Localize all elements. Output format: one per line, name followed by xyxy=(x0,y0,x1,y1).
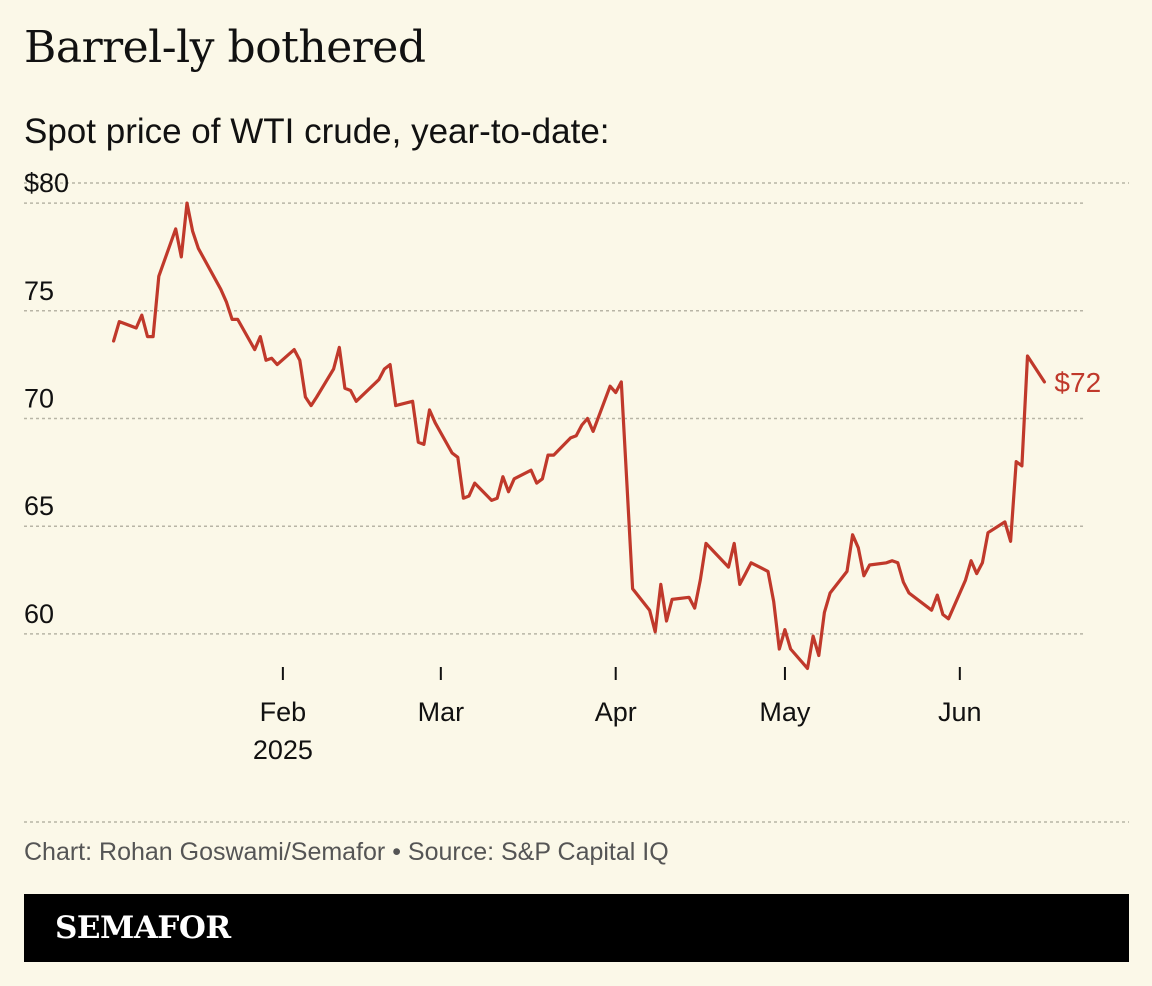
source-credit: Chart: Rohan Goswami/Semafor • Source: S… xyxy=(24,838,669,866)
y-tick-label-60: 60 xyxy=(24,599,54,629)
y-tick-label-80: $80 xyxy=(24,168,69,198)
brand-bar: SEMAFOR xyxy=(24,894,1129,962)
x-tick-label-mar: Mar xyxy=(418,697,465,727)
brand-logo: SEMAFOR xyxy=(55,910,231,946)
x-tick-sublabel-2025: 2025 xyxy=(253,735,313,765)
y-tick-label-75: 75 xyxy=(24,276,54,306)
y-tick-label-70: 70 xyxy=(24,384,54,414)
chart-subtitle: Spot price of WTI crude, year-to-date: xyxy=(24,112,610,151)
series-line-wti xyxy=(112,201,1046,670)
x-tick-label-jun: Jun xyxy=(938,697,982,727)
x-tick-label-may: May xyxy=(759,697,811,727)
x-tick-label-feb: Feb xyxy=(260,697,307,727)
y-tick-label-65: 65 xyxy=(24,491,54,521)
end-value-label: $72 xyxy=(1054,367,1101,398)
chart-title: Barrel-ly bothered xyxy=(24,22,426,73)
x-tick-label-apr: Apr xyxy=(595,697,637,727)
